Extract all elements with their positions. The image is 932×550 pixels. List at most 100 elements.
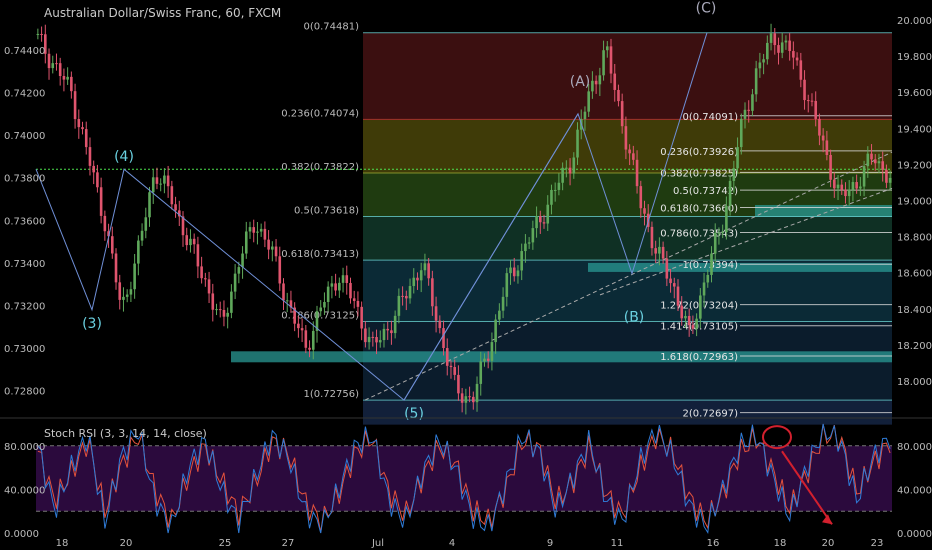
candle-body	[803, 79, 806, 101]
candle-body	[468, 396, 471, 398]
candle-body	[99, 187, 103, 216]
candle-body	[338, 282, 341, 291]
candle-body	[144, 217, 148, 231]
osc-left-tick-0: 80.0000	[4, 442, 45, 453]
candle-body	[725, 206, 728, 233]
candle-body	[412, 277, 416, 287]
candle-body	[181, 216, 185, 236]
candle-body	[877, 161, 881, 164]
candle-body	[814, 100, 818, 119]
candle-body	[643, 208, 646, 214]
candle-body	[870, 153, 873, 160]
candle-body	[84, 129, 88, 148]
candle-body	[297, 323, 300, 329]
x-axis-tick-1: 20	[120, 538, 133, 549]
candle-body	[349, 282, 352, 299]
candle-body	[326, 286, 330, 302]
candle-body	[166, 175, 170, 187]
candle-body	[222, 309, 226, 317]
wave-label-4: (B)	[624, 310, 645, 326]
fib-left-label-6: 1(0.72756)	[303, 389, 359, 400]
osc-right-tick-2: 0.0000	[897, 529, 932, 540]
candle-body	[680, 305, 684, 319]
annotation-arrow-head	[822, 514, 832, 525]
candle-body	[792, 51, 795, 58]
candle-body	[423, 263, 427, 271]
candle-body	[233, 273, 237, 292]
candle-body	[766, 42, 769, 60]
candle-body	[457, 374, 460, 394]
candle-body	[341, 275, 345, 283]
fib-left-label-0: 0(0.74481)	[303, 22, 359, 33]
candle-body	[568, 167, 572, 174]
candle-body	[92, 165, 95, 173]
fib-right-label-0: 0(0.74091)	[682, 112, 738, 123]
osc-left-tick-1: 40.0000	[4, 485, 45, 496]
fib-zone-0	[363, 32, 892, 120]
candle-body	[479, 361, 483, 384]
candle-body	[151, 177, 155, 193]
candle-body	[527, 242, 531, 244]
x-axis-tick-5: 4	[449, 538, 455, 549]
candle-body	[847, 189, 851, 197]
right-axis-tick-10: 18.0000	[897, 377, 932, 388]
candle-body	[583, 111, 587, 120]
candle-body	[754, 68, 758, 95]
candle-body	[687, 315, 691, 326]
candle-body	[524, 243, 527, 252]
elliott-wave-path	[35, 32, 708, 401]
candle-body	[486, 358, 490, 361]
candle-body	[382, 328, 386, 341]
candle-body	[148, 192, 151, 218]
candle-body	[140, 230, 144, 241]
candle-body	[501, 296, 505, 311]
candle-body	[873, 159, 877, 164]
candle-body	[416, 277, 419, 281]
candle-body	[114, 253, 118, 283]
candle-body	[829, 154, 832, 180]
fib-left-label-2: 0.382(0.73822)	[281, 162, 359, 173]
candle-body	[509, 267, 512, 274]
x-axis-tick-3: 27	[282, 538, 295, 549]
candle-body	[542, 222, 546, 224]
candle-body	[591, 80, 594, 92]
x-axis-tick-0: 18	[56, 538, 69, 549]
candle-body	[505, 273, 509, 297]
candle-body	[777, 45, 780, 53]
candle-body	[207, 279, 211, 294]
candle-body	[419, 270, 423, 281]
left-axis-tick-0: 0.74400	[4, 46, 45, 57]
candle-body	[55, 63, 58, 65]
candle-body	[36, 33, 40, 35]
candle-body	[386, 328, 390, 331]
candle-body	[66, 76, 69, 80]
candle-body	[442, 328, 445, 349]
candle-body	[520, 251, 523, 271]
candle-body	[632, 153, 635, 160]
candle-body	[844, 189, 847, 197]
trendline-dashed-1	[364, 151, 893, 401]
candle-body	[360, 306, 363, 329]
candle-body	[47, 53, 51, 69]
candle-body	[561, 167, 564, 183]
right-axis-tick-3: 19.4000	[897, 124, 932, 135]
candle-body	[378, 340, 382, 343]
candle-body	[51, 63, 55, 69]
candle-body	[356, 300, 360, 307]
candle-body	[676, 286, 680, 306]
candle-body	[717, 232, 721, 234]
candle-body	[278, 256, 282, 284]
candle-body	[788, 40, 791, 52]
candles	[36, 23, 892, 415]
annotation-circle	[762, 425, 792, 450]
left-axis-tick-2: 0.74000	[4, 131, 45, 142]
candle-body	[609, 46, 613, 74]
candle-body	[274, 246, 278, 257]
candle-body	[330, 283, 334, 287]
candle-body	[650, 226, 654, 249]
fib-left-label-5: 0.786(0.73125)	[281, 310, 359, 321]
